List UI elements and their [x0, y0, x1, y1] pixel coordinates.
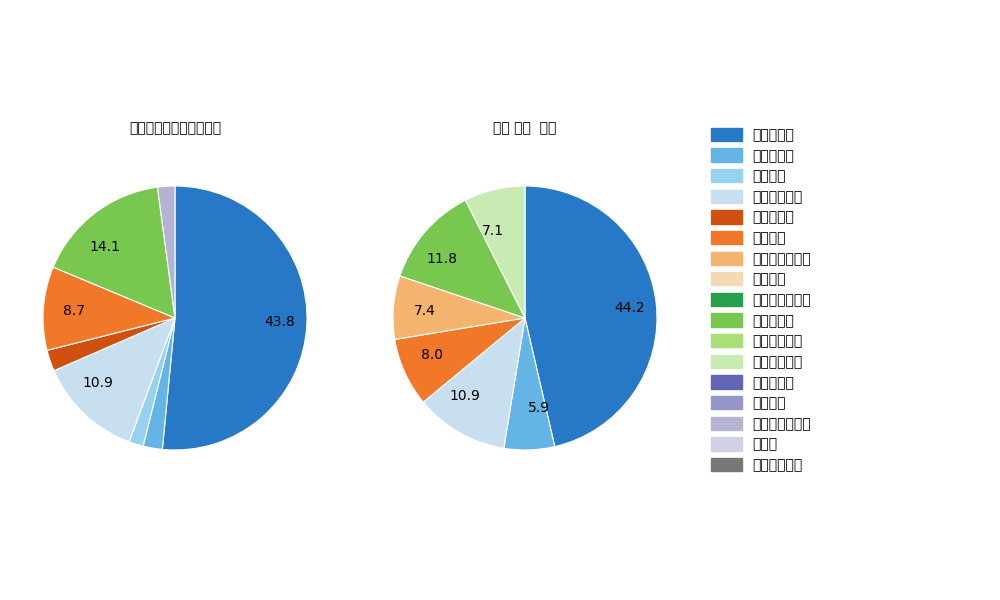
Text: 11.8: 11.8 — [426, 252, 457, 266]
Wedge shape — [157, 186, 175, 318]
Wedge shape — [143, 318, 175, 449]
Text: 7.4: 7.4 — [414, 304, 436, 318]
Legend: ストレート, ツーシーム, シュート, カットボール, スプリット, フォーク, チェンジアップ, シンカー, 高速スライダー, スライダー, 縦スライダー, : ストレート, ツーシーム, シュート, カットボール, スプリット, フォーク,… — [707, 124, 816, 476]
Text: 7.1: 7.1 — [482, 224, 504, 238]
Text: 10.9: 10.9 — [82, 376, 113, 390]
Wedge shape — [54, 318, 175, 442]
Wedge shape — [393, 276, 525, 340]
Text: 8.7: 8.7 — [63, 304, 85, 319]
Text: 5.9: 5.9 — [528, 401, 550, 415]
Wedge shape — [53, 187, 175, 318]
Wedge shape — [395, 318, 525, 402]
Wedge shape — [504, 318, 555, 450]
Text: 44.2: 44.2 — [614, 301, 645, 315]
Wedge shape — [525, 186, 657, 446]
Title: セ・リーグ全プレイヤー: セ・リーグ全プレイヤー — [129, 121, 221, 135]
Wedge shape — [43, 267, 175, 350]
Text: 10.9: 10.9 — [449, 389, 480, 403]
Text: 8.0: 8.0 — [421, 348, 443, 362]
Text: 14.1: 14.1 — [90, 240, 120, 254]
Wedge shape — [47, 318, 175, 371]
Wedge shape — [423, 318, 525, 448]
Wedge shape — [129, 318, 175, 446]
Wedge shape — [465, 186, 525, 318]
Text: 43.8: 43.8 — [265, 316, 295, 329]
Title: 岡林 勇希  選手: 岡林 勇希 選手 — [493, 121, 557, 135]
Wedge shape — [400, 200, 525, 318]
Wedge shape — [162, 186, 307, 450]
